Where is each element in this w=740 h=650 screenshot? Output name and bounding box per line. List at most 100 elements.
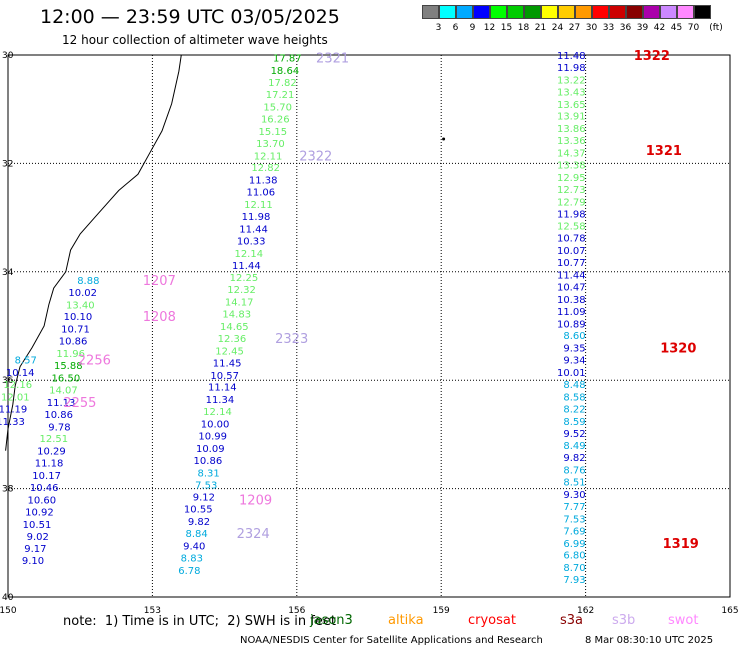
y-tick-label: 30 [2,51,14,61]
wave-height-label: 11.44 [239,224,268,235]
wave-height-label: 13.40 [66,300,95,311]
legend-swatch [677,5,694,19]
legend-label: 70 [687,23,700,33]
legend-swatch [456,5,473,19]
island-dot [442,137,446,141]
credit-line: NOAA/NESDIS Center for Satellite Applica… [240,635,543,646]
y-tick-label: 38 [2,485,14,495]
wave-height-label: 13.91 [557,112,586,123]
wave-height-label: 11.18 [35,459,64,470]
wave-height-label: 12.01 [1,392,30,403]
legend-label: 21 [534,23,547,33]
wave-height-label: 10.57 [210,371,239,382]
wave-height-label: 12.14 [234,249,263,260]
wave-height-label: 8.51 [563,478,585,489]
pass-number-label: 2323 [275,332,308,347]
wave-height-label: 9.40 [183,542,205,553]
legend-swatch [660,5,677,19]
wave-height-label: 18.64 [271,66,300,77]
wave-height-label: 10.29 [37,447,66,458]
pass-number-label: 2322 [299,149,332,164]
legend-swatch [541,5,558,19]
wave-height-label: 8.83 [181,553,203,564]
wave-height-label: 11.19 [0,404,27,415]
wave-height-label: 9.17 [24,544,46,555]
x-tick-label: 165 [721,606,738,616]
pass-number-label: 1322 [634,49,670,64]
chart-subtitle: 12 hour collection of altimeter wave hei… [62,33,328,47]
wave-height-label: 10.86 [44,410,73,421]
coastline-path [5,54,182,451]
wave-height-label: 6.99 [563,539,585,550]
wave-height-label: 12.58 [557,222,586,233]
pass-labels: 2321 2322 2323 2324 1207 1208 1209 2256 2255 1322… [63,49,698,552]
wave-height-label: 11.14 [208,383,237,394]
wave-height-label: 7.77 [563,502,585,513]
wave-height-label: 10.92 [25,507,54,518]
wave-height-label: 10.46 [30,483,59,494]
wave-height-label: 7.93 [563,575,585,586]
wave-height-label: 12.14 [203,407,232,418]
legend-label: 42 [653,23,666,33]
pass-number-label: 1208 [143,310,176,325]
wave-height-label: 11.98 [242,212,271,223]
wave-height-label: 16.26 [261,114,290,125]
wave-height-label: 9.82 [563,453,585,464]
wave-height-label: 9.35 [563,344,585,355]
legend-swatch [626,5,643,19]
wave-height-label: 8.48 [563,380,585,391]
wave-height-label: 12.79 [557,197,586,208]
satellite-name-jason3: jason3 [310,613,353,628]
pass-number-label: 2324 [237,527,270,542]
x-tick-label: 156 [288,606,305,616]
wave-height-label: 8.49 [563,441,585,452]
legend-label: 30 [585,23,598,33]
wave-height-label: 14.65 [220,322,249,333]
wave-height-label: 10.02 [68,288,97,299]
legend-label: 36 [619,23,632,33]
wave-height-label: 12.73 [557,185,586,196]
wave-height-label: 12.36 [218,334,247,345]
wave-height-label: 10.01 [557,368,586,379]
wave-height-label: 10.33 [237,236,266,247]
wave-height-label: 13.86 [557,124,586,135]
satellite-name-altika: altika [388,613,424,628]
legend-unit: (ft) [709,23,723,33]
wave-height-label: 11.45 [213,358,242,369]
legend-swatch [558,5,575,19]
legend-label: 24 [551,23,564,33]
wave-height-label: 8.22 [563,404,585,415]
wave-height-label: 11.09 [557,307,586,318]
wave-height-label: 10.55 [184,505,213,516]
wave-height-label: 13.70 [256,139,285,150]
wave-height-label: 12.51 [40,434,69,445]
wave-height-label: 14.37 [557,149,586,160]
wave-height-label: 12.25 [230,273,259,284]
wave-height-label: 7.53 [563,514,585,525]
legend-swatch [643,5,660,19]
pass-number-label: 1321 [646,144,682,159]
wave-height-label: 10.86 [59,337,88,348]
legend-swatch [473,5,490,19]
wave-height-label: 17.87 [273,54,302,65]
legend-label: 45 [670,23,683,33]
wave-height-label: 10.17 [32,471,61,482]
wave-height-label: 9.82 [188,517,210,528]
wave-height-label: 11.33 [0,417,25,428]
wave-height-label: 10.07 [557,246,586,257]
wave-height-label: 8.58 [563,392,585,403]
wave-height-label: 10.14 [6,368,35,379]
y-tick-label: 40 [2,593,14,603]
wave-height-label: 15.88 [54,361,83,372]
wave-height-label: 17.21 [266,90,295,101]
wave-height-label: 10.51 [23,520,52,531]
wave-height-label: 11.44 [232,261,261,272]
legend-swatch [507,5,524,19]
wave-height-label: 15.70 [263,102,292,113]
wave-height-label: 10.78 [557,234,586,245]
wave-height-label: 14.83 [222,310,251,321]
wave-height-label: 9.78 [48,422,70,433]
wave-height-label: 10.60 [27,495,56,506]
wave-height-label: 10.09 [196,444,225,455]
